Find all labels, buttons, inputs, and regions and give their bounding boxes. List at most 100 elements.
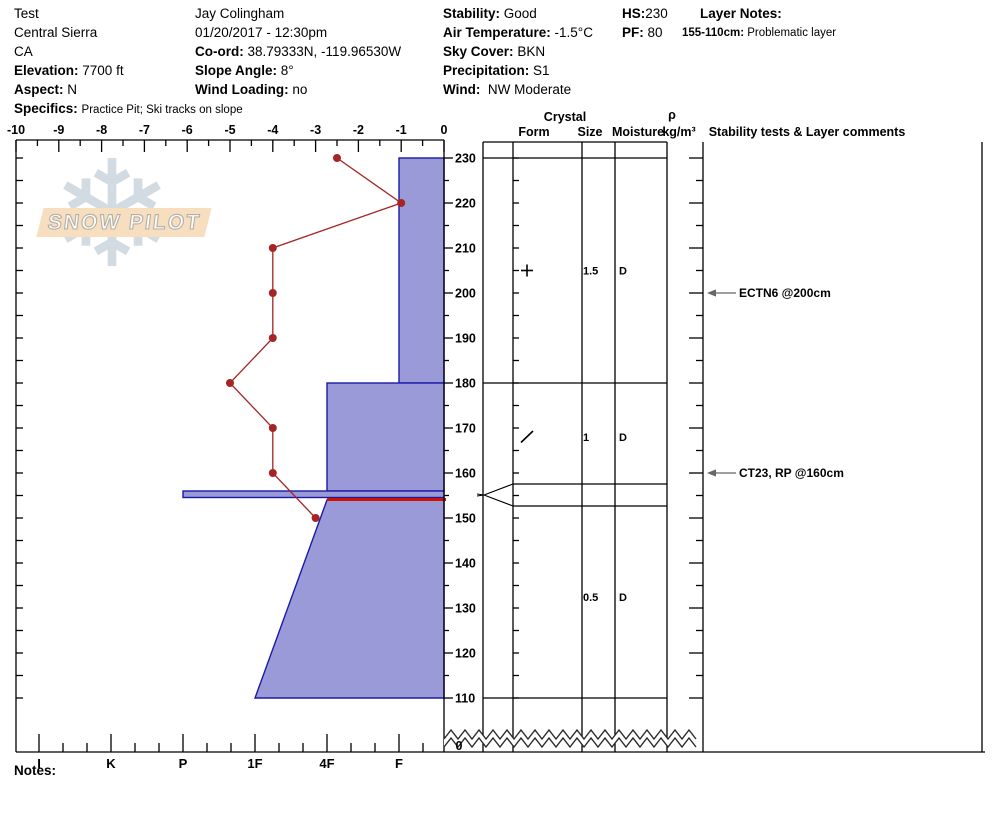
precip-row: Precipitation: S1 (443, 61, 593, 80)
temp-tick-label: -8 (96, 123, 107, 137)
test-arrow-head (707, 289, 716, 297)
moisture-value: D (619, 592, 627, 604)
obs-datetime: 01/20/2017 - 12:30pm (195, 25, 328, 40)
temperature-point (397, 199, 406, 207)
header-conditions-block: Stability: Good Air Temperature: -1.5°C … (443, 4, 593, 99)
observer-name: Jay Colingham (195, 6, 285, 21)
hardness-tick-label: I (37, 756, 41, 771)
temperature-point (311, 514, 320, 522)
temperature-point (268, 424, 277, 432)
wind-loading-row: Wind Loading: no (195, 80, 401, 99)
moisture-value: D (619, 432, 627, 444)
hardness-bar-thin-layer (182, 490, 445, 499)
snowpilot-logo: ❄ SNOW PILOT (36, 142, 218, 300)
wind-label: Wind: (443, 82, 481, 97)
temperature-point (333, 154, 341, 162)
precip-value: S1 (533, 63, 550, 78)
pit-state: CA (14, 44, 33, 59)
hardness-tick-label: P (179, 756, 188, 771)
pit-name: Test (14, 6, 39, 21)
hardness-tick-label: K (106, 756, 116, 771)
thin-layer-flag-line (483, 483, 514, 496)
hs-value: 230 (645, 6, 668, 21)
problematic-layer-line (327, 498, 446, 501)
pf-row: PF: 80 (622, 23, 668, 42)
density-rho-header: ρ (668, 108, 676, 122)
specifics-label: Specifics: (14, 101, 78, 116)
comments-header: Stability tests & Layer comments (709, 125, 906, 139)
pit-region: Central Sierra (14, 25, 98, 40)
depth-label: 170 (455, 422, 476, 436)
temperature-point (268, 289, 277, 297)
moisture-header: Moisture (612, 125, 664, 139)
size-header: Size (577, 125, 602, 139)
stability-row: Stability: Good (443, 4, 593, 23)
notes-label: Notes: (14, 763, 57, 778)
elevation-row: Elevation: 7700 ft (14, 61, 243, 80)
stability-value: Good (503, 6, 537, 21)
grain-size-value: 1 (583, 432, 589, 444)
temp-tick-label: -3 (310, 123, 321, 137)
depth-label: 160 (455, 467, 476, 481)
hardness-bar-layer-2 (326, 382, 445, 492)
temp-tick-label: -1 (396, 123, 407, 137)
elevation-value: 7700 ft (82, 63, 124, 78)
depth-label: 210 (455, 242, 476, 256)
hardness-tick-label: 1F (247, 756, 262, 771)
sky-cover-value: BKN (517, 44, 546, 59)
hs-label: HS: (622, 6, 646, 21)
hardness-tick-label: F (395, 756, 403, 771)
temperature-point (226, 379, 234, 387)
depth-label: 140 (455, 557, 476, 571)
crystal-header: Crystal (544, 110, 586, 124)
sky-cover-label: Sky Cover: (443, 44, 514, 59)
layer-note-text: Problematic layer (747, 27, 837, 39)
wind-loading-value: no (292, 82, 308, 97)
layer-notes-title-block: Layer Notes: (700, 4, 782, 23)
temp-tick-label: -7 (139, 123, 150, 137)
slope-angle-label: Slope Angle: (195, 63, 278, 78)
temp-tick-label: 0 (441, 123, 448, 137)
temp-tick-label: -4 (267, 123, 278, 137)
depth-label: 110 (455, 692, 475, 706)
layer-note-row: 155-110cm: Problematic layer (682, 24, 836, 43)
depth-label: 220 (455, 197, 476, 211)
depth-label: 200 (455, 287, 476, 301)
pf-value: 80 (647, 25, 663, 40)
depth-zero-label: 0 (456, 739, 463, 753)
depth-label: 230 (455, 152, 476, 166)
scale-break-zigzag (443, 736, 697, 749)
hardness-bar-layer-1 (398, 157, 445, 384)
temperature-point (268, 334, 277, 342)
layer-note-range: 155-110cm: (682, 27, 745, 39)
specifics-row: Specifics: Practice Pit; Ski tracks on s… (14, 99, 243, 120)
scale-break-mask (444, 730, 696, 747)
wind-row: Wind: NW Moderate (443, 80, 593, 99)
depth-label: 190 (455, 332, 476, 346)
thin-layer-flag-line (483, 494, 514, 507)
hardness-tick-label: 4F (319, 756, 334, 771)
moisture-value: D (619, 266, 627, 278)
wind-value: NW Moderate (487, 82, 572, 97)
layer-notes-label: Layer Notes: (700, 4, 782, 23)
stability-test-label: ECTN6 @200cm (739, 286, 831, 300)
form-header: Form (518, 125, 549, 139)
grain-size-value: 0.5 (583, 592, 598, 604)
aspect-value: N (67, 82, 78, 97)
aspect-label: Aspect: (14, 82, 64, 97)
scale-break-zigzag (443, 728, 697, 741)
air-temp-label: Air Temperature: (443, 25, 551, 40)
temp-tick-label: -6 (182, 123, 193, 137)
temp-tick-label: -2 (353, 123, 364, 137)
coord-label: Co-ord: (195, 44, 244, 59)
temperature-point (268, 244, 277, 252)
density-unit-header: kg/m³ (662, 125, 695, 139)
thin-layer-flag-stub (476, 494, 485, 497)
layer-notes-label-text: Layer Notes: (700, 6, 782, 21)
coord-row: Co-ord: 38.79333N, -119.96530W (195, 42, 401, 61)
header-observer-block: Jay Colingham 01/20/2017 - 12:30pm Co-or… (195, 4, 401, 99)
specifics-value: Practice Pit; Ski tracks on slope (81, 104, 243, 116)
air-temp-row: Air Temperature: -1.5°C (443, 23, 593, 42)
